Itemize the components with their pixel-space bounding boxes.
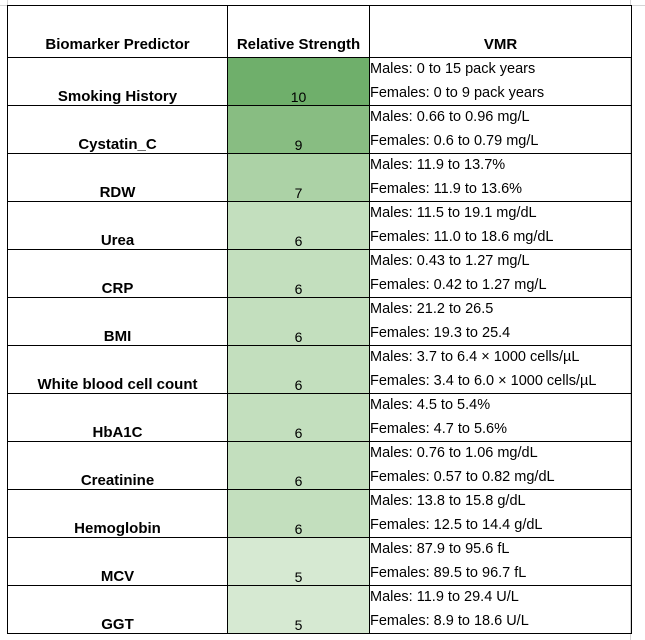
vmr-males: Males: 87.9 to 95.6 fL <box>370 541 510 557</box>
cell-vmr[interactable]: Males: 21.2 to 26.5 Females: 19.3 to 25.4 <box>369 297 632 346</box>
vmr-males: Males: 11.9 to 29.4 U/L <box>370 589 519 605</box>
table-row: GGT 5 Males: 11.9 to 29.4 U/L Females: 8.9 … <box>7 585 632 634</box>
cell-biomarker[interactable]: Creatinine <box>7 441 228 490</box>
vmr-females: Females: 0.57 to 0.82 mg/dL <box>370 468 555 485</box>
cell-vmr[interactable]: Males: 11.9 to 29.4 U/L Females: 8.9 to 1… <box>369 585 632 634</box>
vmr-females: Females: 0 to 9 pack years <box>370 84 545 101</box>
vmr-males: Males: 11.9 to 13.7% <box>370 157 506 173</box>
table-row: RDW 7 Males: 11.9 to 13.7% Females: 11.9 to… <box>7 153 632 202</box>
cell-relative-strength[interactable]: 6 <box>227 201 370 250</box>
vmr-males: Males: 3.7 to 6.4 × 1000 cells/µL <box>370 349 580 365</box>
table-row: Cystatin_C 9 Males: 0.66 to 0.96 mg/L Femal… <box>7 105 632 154</box>
vmr-females: Females: 3.4 to 6.0 × 1000 cells/µL <box>370 372 597 389</box>
cell-vmr[interactable]: Males: 0 to 15 pack years Females: 0 to 9… <box>369 57 632 106</box>
cell-biomarker[interactable]: CRP <box>7 249 228 298</box>
cell-biomarker[interactable]: RDW <box>7 153 228 202</box>
cell-biomarker[interactable]: GGT <box>7 585 228 634</box>
header-biomarker-predictor[interactable]: Biomarker Predictor <box>7 5 228 58</box>
table-body: Smoking History 10 Males: 0 to 15 pack yea… <box>7 57 632 634</box>
vmr-females: Females: 11.9 to 13.6% <box>370 180 523 197</box>
biomarker-table: Biomarker Predictor Relative Strength VM… <box>7 5 632 634</box>
vmr-females: Females: 11.0 to 18.6 mg/dL <box>370 228 554 245</box>
cell-vmr[interactable]: Males: 4.5 to 5.4% Females: 4.7 to 5.6% <box>369 393 632 442</box>
cell-vmr[interactable]: Males: 13.8 to 15.8 g/dL Females: 12.5 to… <box>369 489 632 538</box>
cell-biomarker[interactable]: Cystatin_C <box>7 105 228 154</box>
cell-biomarker[interactable]: White blood cell count <box>7 345 228 394</box>
vmr-females: Females: 0.6 to 0.79 mg/L <box>370 132 539 149</box>
vmr-females: Females: 0.42 to 1.27 mg/L <box>370 276 547 293</box>
table-row: Creatinine 6 Males: 0.76 to 1.06 mg/dL Fema… <box>7 441 632 490</box>
cell-biomarker[interactable]: MCV <box>7 537 228 586</box>
vmr-males: Males: 0.76 to 1.06 mg/dL <box>370 445 538 461</box>
table-row: Hemoglobin 6 Males: 13.8 to 15.8 g/dL Femal… <box>7 489 632 538</box>
header-relative-strength[interactable]: Relative Strength <box>227 5 370 58</box>
vmr-females: Females: 19.3 to 25.4 <box>370 324 511 341</box>
cell-vmr[interactable]: Males: 0.76 to 1.06 mg/dL Females: 0.57 t… <box>369 441 632 490</box>
gridline-left <box>7 0 8 6</box>
vmr-males: Males: 0 to 15 pack years <box>370 61 536 77</box>
vmr-males: Males: 0.66 to 0.96 mg/L <box>370 109 530 125</box>
vmr-males: Males: 13.8 to 15.8 g/dL <box>370 493 526 509</box>
table-row: Smoking History 10 Males: 0 to 15 pack yea… <box>7 57 632 106</box>
table-row: HbA1C 6 Males: 4.5 to 5.4% Females: 4.7 to … <box>7 393 632 442</box>
cell-vmr[interactable]: Males: 11.5 to 19.1 mg/dL Females: 11.0 t… <box>369 201 632 250</box>
cell-relative-strength[interactable]: 6 <box>227 345 370 394</box>
cell-relative-strength[interactable]: 5 <box>227 585 370 634</box>
cell-vmr[interactable]: Males: 3.7 to 6.4 × 1000 cells/µL Females… <box>369 345 632 394</box>
cell-relative-strength[interactable]: 6 <box>227 393 370 442</box>
cell-relative-strength[interactable]: 9 <box>227 105 370 154</box>
vmr-males: Males: 4.5 to 5.4% <box>370 397 491 413</box>
table-row: MCV 5 Males: 87.9 to 95.6 fL Females: 89.5 … <box>7 537 632 586</box>
cell-relative-strength[interactable]: 6 <box>227 489 370 538</box>
cell-biomarker[interactable]: BMI <box>7 297 228 346</box>
vmr-females: Females: 4.7 to 5.6% <box>370 420 508 437</box>
table-row: BMI 6 Males: 21.2 to 26.5 Females: 19.3 to … <box>7 297 632 346</box>
vmr-males: Males: 0.43 to 1.27 mg/L <box>370 253 530 269</box>
cell-vmr[interactable]: Males: 0.43 to 1.27 mg/L Females: 0.42 to… <box>369 249 632 298</box>
cell-relative-strength[interactable]: 7 <box>227 153 370 202</box>
header-vmr[interactable]: VMR <box>369 5 632 58</box>
cell-biomarker[interactable]: Hemoglobin <box>7 489 228 538</box>
vmr-females: Females: 89.5 to 96.7 fL <box>370 564 527 581</box>
cell-vmr[interactable]: Males: 87.9 to 95.6 fL Females: 89.5 to 9… <box>369 537 632 586</box>
cell-biomarker[interactable]: HbA1C <box>7 393 228 442</box>
vmr-females: Females: 12.5 to 14.4 g/dL <box>370 516 543 533</box>
cell-relative-strength[interactable]: 6 <box>227 249 370 298</box>
cell-biomarker[interactable]: Smoking History <box>7 57 228 106</box>
cell-relative-strength[interactable]: 6 <box>227 297 370 346</box>
vmr-males: Males: 11.5 to 19.1 mg/dL <box>370 205 537 221</box>
cell-relative-strength[interactable]: 10 <box>227 57 370 106</box>
table-row: Urea 6 Males: 11.5 to 19.1 mg/dL Females: 1… <box>7 201 632 250</box>
cell-relative-strength[interactable]: 5 <box>227 537 370 586</box>
table-row: White blood cell count 6 Males: 3.7 to 6.4… <box>7 345 632 394</box>
cell-vmr[interactable]: Males: 11.9 to 13.7% Females: 11.9 to 13.… <box>369 153 632 202</box>
cell-biomarker[interactable]: Urea <box>7 201 228 250</box>
table-row: CRP 6 Males: 0.43 to 1.27 mg/L Females: 0.4… <box>7 249 632 298</box>
cell-vmr[interactable]: Males: 0.66 to 0.96 mg/L Females: 0.6 to … <box>369 105 632 154</box>
cell-relative-strength[interactable]: 6 <box>227 441 370 490</box>
vmr-males: Males: 21.2 to 26.5 <box>370 301 494 317</box>
header-row: Biomarker Predictor Relative Strength VM… <box>7 5 632 58</box>
vmr-females: Females: 8.9 to 18.6 U/L <box>370 612 529 629</box>
